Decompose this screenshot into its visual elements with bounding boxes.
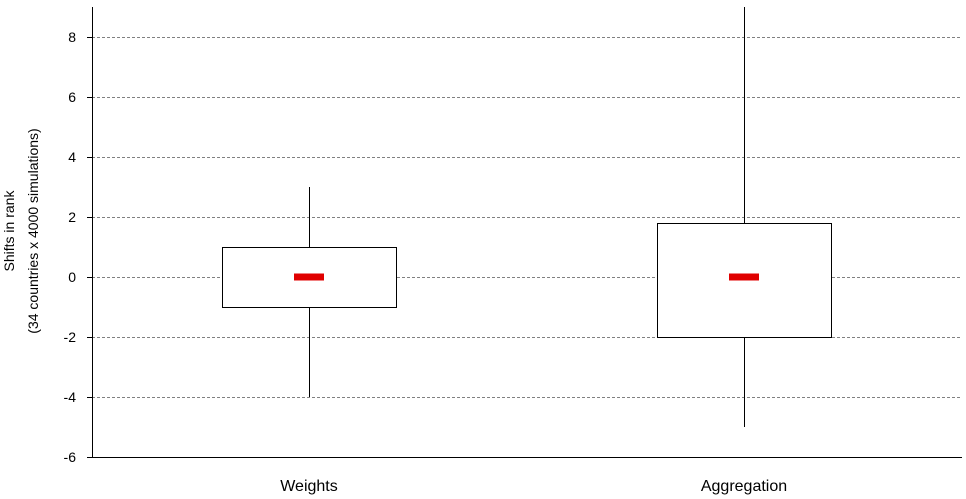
y-axis-title: Shifts in rank (34 countries x 4000 simu… [1,128,41,333]
axes [92,7,962,458]
y-axis-title-line1: Shifts in rank [1,190,17,272]
box-weights [222,187,397,397]
y-tick-label-4: 4 [68,149,76,165]
iqr-box [222,247,397,308]
y-tick-label-6: 6 [68,89,76,105]
x-category-label-aggregation: Aggregation [701,478,787,495]
gridlines [92,37,962,398]
y-tick-label-8: 8 [68,29,76,45]
y-axis-title-line2: (34 countries x 4000 simulations) [25,128,41,333]
y-tick-labels: -6 -4 -2 0 2 4 6 8 [64,29,92,465]
box-plots [222,7,832,427]
y-tick-label--6: -6 [64,449,77,465]
box-aggregation [657,7,832,427]
y-tick-label-0: 0 [68,269,76,285]
y-tick-label--2: -2 [64,329,77,345]
y-tick-label--4: -4 [64,389,77,405]
x-category-labels: Weights Aggregation [280,478,787,495]
x-category-label-weights: Weights [280,478,338,495]
y-tick-label-2: 2 [68,209,76,225]
